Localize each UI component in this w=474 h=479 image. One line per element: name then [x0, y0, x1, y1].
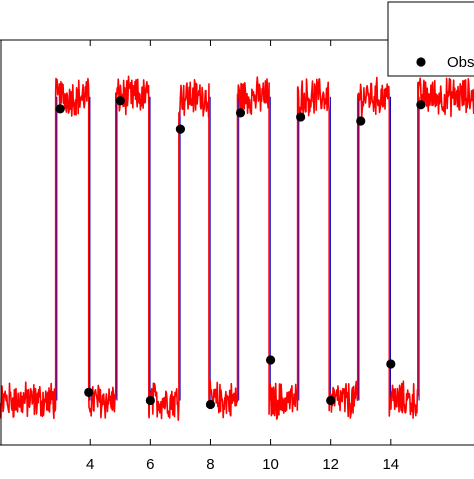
observation-point-7 [236, 108, 245, 117]
x-tick-label-10: 10 [262, 456, 279, 473]
observation-point-2 [84, 388, 93, 397]
observation-point-6 [206, 400, 215, 409]
x-tick-label-4: 4 [86, 456, 94, 473]
observation-point-1 [56, 104, 65, 113]
legend-label-obs: Obs [447, 54, 474, 71]
observation-point-11 [356, 116, 365, 125]
signal-line [0, 76, 474, 420]
legend-marker-obs [416, 57, 425, 66]
legend: Obs [388, 2, 474, 76]
observation-point-4 [146, 396, 155, 405]
x-tick-label-14: 14 [382, 456, 399, 473]
plot-area [0, 76, 474, 420]
observation-point-10 [326, 396, 335, 405]
observation-point-13 [416, 100, 425, 109]
observation-point-9 [296, 112, 305, 121]
x-tick-label-12: 12 [322, 456, 339, 473]
observation-point-12 [386, 359, 395, 368]
observation-point-5 [176, 125, 185, 134]
observation-point-3 [116, 96, 125, 105]
x-tick-label-6: 6 [146, 456, 154, 473]
observation-point-8 [266, 355, 275, 364]
x-tick-label-8: 8 [206, 456, 214, 473]
